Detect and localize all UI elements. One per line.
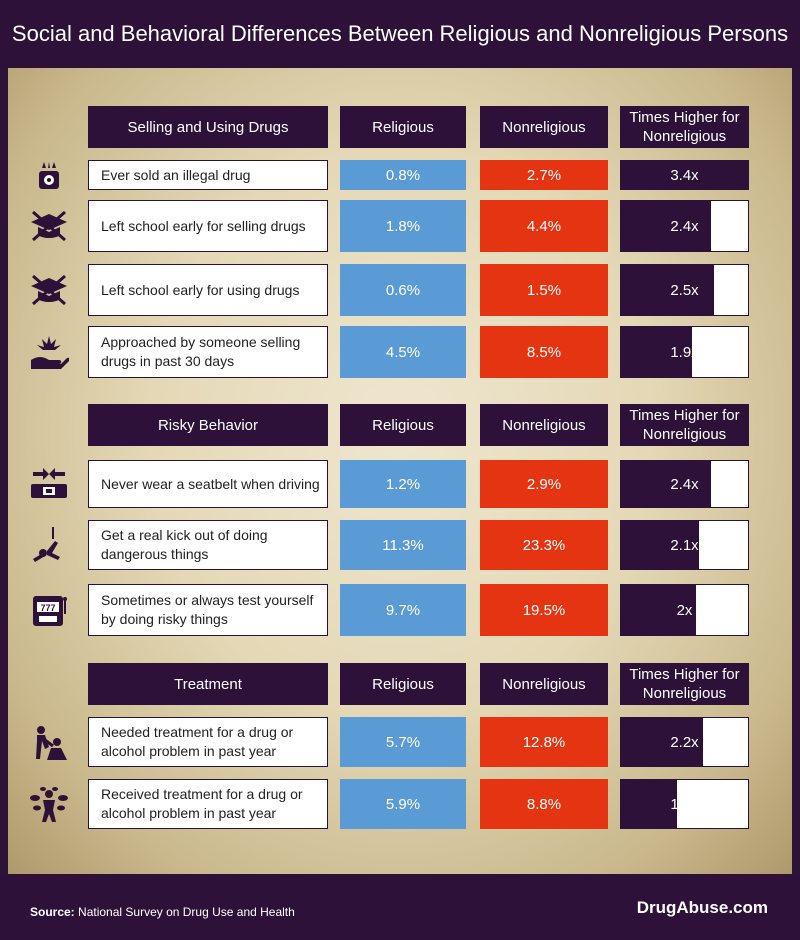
ratio-fill (621, 161, 748, 189)
row-label: Needed treatment for a drug or alcohol p… (88, 717, 328, 767)
ratio-label: 1.5x (670, 795, 699, 813)
col-header-religious: Religious (340, 663, 466, 705)
col-header-religious: Religious (340, 404, 466, 446)
ratio-fill (621, 718, 704, 766)
row-label: Ever sold an illegal drug (88, 160, 328, 190)
value-religious: 1.8% (340, 200, 466, 252)
ratio-bar: 1.9x (620, 326, 749, 378)
ratio-bar: 2.5x (620, 264, 749, 316)
value-nonreligious: 1.5% (480, 264, 608, 316)
value-nonreligious: 23.3% (480, 520, 608, 570)
row-label: Never wear a seatbelt when driving (88, 460, 328, 508)
section-title: Risky Behavior (88, 404, 328, 446)
value-religious: 5.7% (340, 717, 466, 767)
value-nonreligious: 2.9% (480, 460, 608, 508)
value-religious: 11.3% (340, 520, 466, 570)
value-nonreligious: 19.5% (480, 584, 608, 636)
value-nonreligious: 8.5% (480, 326, 608, 378)
graduation-cap-crossed-icon (29, 272, 69, 308)
ratio-label: 2.4x (670, 217, 699, 235)
value-nonreligious: 4.4% (480, 200, 608, 252)
value-religious: 1.2% (340, 460, 466, 508)
scale-icon (29, 157, 69, 193)
graduation-cap-crossed-icon (29, 208, 69, 244)
ratio-fill (621, 585, 696, 635)
slot-machine-icon: 777 (29, 592, 69, 628)
ratio-label: 3.4x (670, 166, 699, 184)
ratio-label: 2.1x (670, 536, 699, 554)
brand-logo-text: DrugAbuse.com (636, 898, 768, 917)
ratio-bar: 1.5x (620, 779, 749, 829)
growth-person-icon (29, 786, 69, 822)
row-label: Get a real kick out of doing dangerous t… (88, 520, 328, 570)
section-title: Treatment (88, 663, 328, 705)
ratio-fill (621, 521, 700, 569)
col-header-nonreligious: Nonreligious (480, 106, 608, 148)
ratio-fill (621, 265, 715, 315)
ratio-label: 2.5x (670, 281, 699, 299)
value-nonreligious: 12.8% (480, 717, 608, 767)
col-header-nonreligious: Nonreligious (480, 404, 608, 446)
value-religious: 5.9% (340, 779, 466, 829)
ratio-bar: 2x (620, 584, 749, 636)
col-header-ratio: Times Higher for Nonreligious (620, 404, 749, 446)
helping-person-icon (29, 724, 69, 760)
value-religious: 4.5% (340, 326, 466, 378)
ratio-fill (621, 327, 692, 377)
ratio-fill (621, 201, 711, 251)
bungee-jumper-icon (29, 527, 69, 563)
ratio-label: 2.2x (670, 733, 699, 751)
ratio-label: 2.4x (670, 475, 699, 493)
row-label: Left school early for selling drugs (88, 200, 328, 252)
ratio-fill (621, 461, 711, 507)
ratio-label: 1.9x (670, 343, 699, 361)
col-header-ratio: Times Higher for Nonreligious (620, 106, 749, 148)
ratio-label: 2x (676, 601, 693, 619)
row-label: Sometimes or always test yourself by doi… (88, 584, 328, 636)
ratio-fill (621, 780, 678, 828)
section-title: Selling and Using Drugs (88, 106, 328, 148)
ratio-bar: 3.4x (620, 160, 749, 190)
ratio-bar: 2.4x (620, 200, 749, 252)
col-header-nonreligious: Nonreligious (480, 663, 608, 705)
col-header-religious: Religious (340, 106, 466, 148)
source-text: National Survey on Drug Use and Health (78, 905, 295, 919)
source-note: Source: National Survey on Drug Use and … (30, 905, 295, 919)
page-title: Social and Behavioral Differences Betwee… (0, 0, 800, 68)
value-nonreligious: 8.8% (480, 779, 608, 829)
value-religious: 9.7% (340, 584, 466, 636)
value-nonreligious: 2.7% (480, 160, 608, 190)
seatbelt-icon (29, 466, 69, 502)
svg-text:777: 777 (40, 603, 55, 613)
ratio-bar: 2.1x (620, 520, 749, 570)
source-label: Source: (30, 905, 75, 919)
footer: Source: National Survey on Drug Use and … (0, 874, 800, 940)
hand-leaf-icon (29, 334, 70, 370)
ratio-bar: 2.2x (620, 717, 749, 767)
row-label: Received treatment for a drug or alcohol… (88, 779, 328, 829)
ratio-bar: 2.4x (620, 460, 749, 508)
col-header-ratio: Times Higher for Nonreligious (620, 663, 749, 705)
row-label: Left school early for using drugs (88, 264, 328, 316)
value-religious: 0.8% (340, 160, 466, 190)
value-religious: 0.6% (340, 264, 466, 316)
row-label: Approached by someone selling drugs in p… (88, 326, 328, 378)
